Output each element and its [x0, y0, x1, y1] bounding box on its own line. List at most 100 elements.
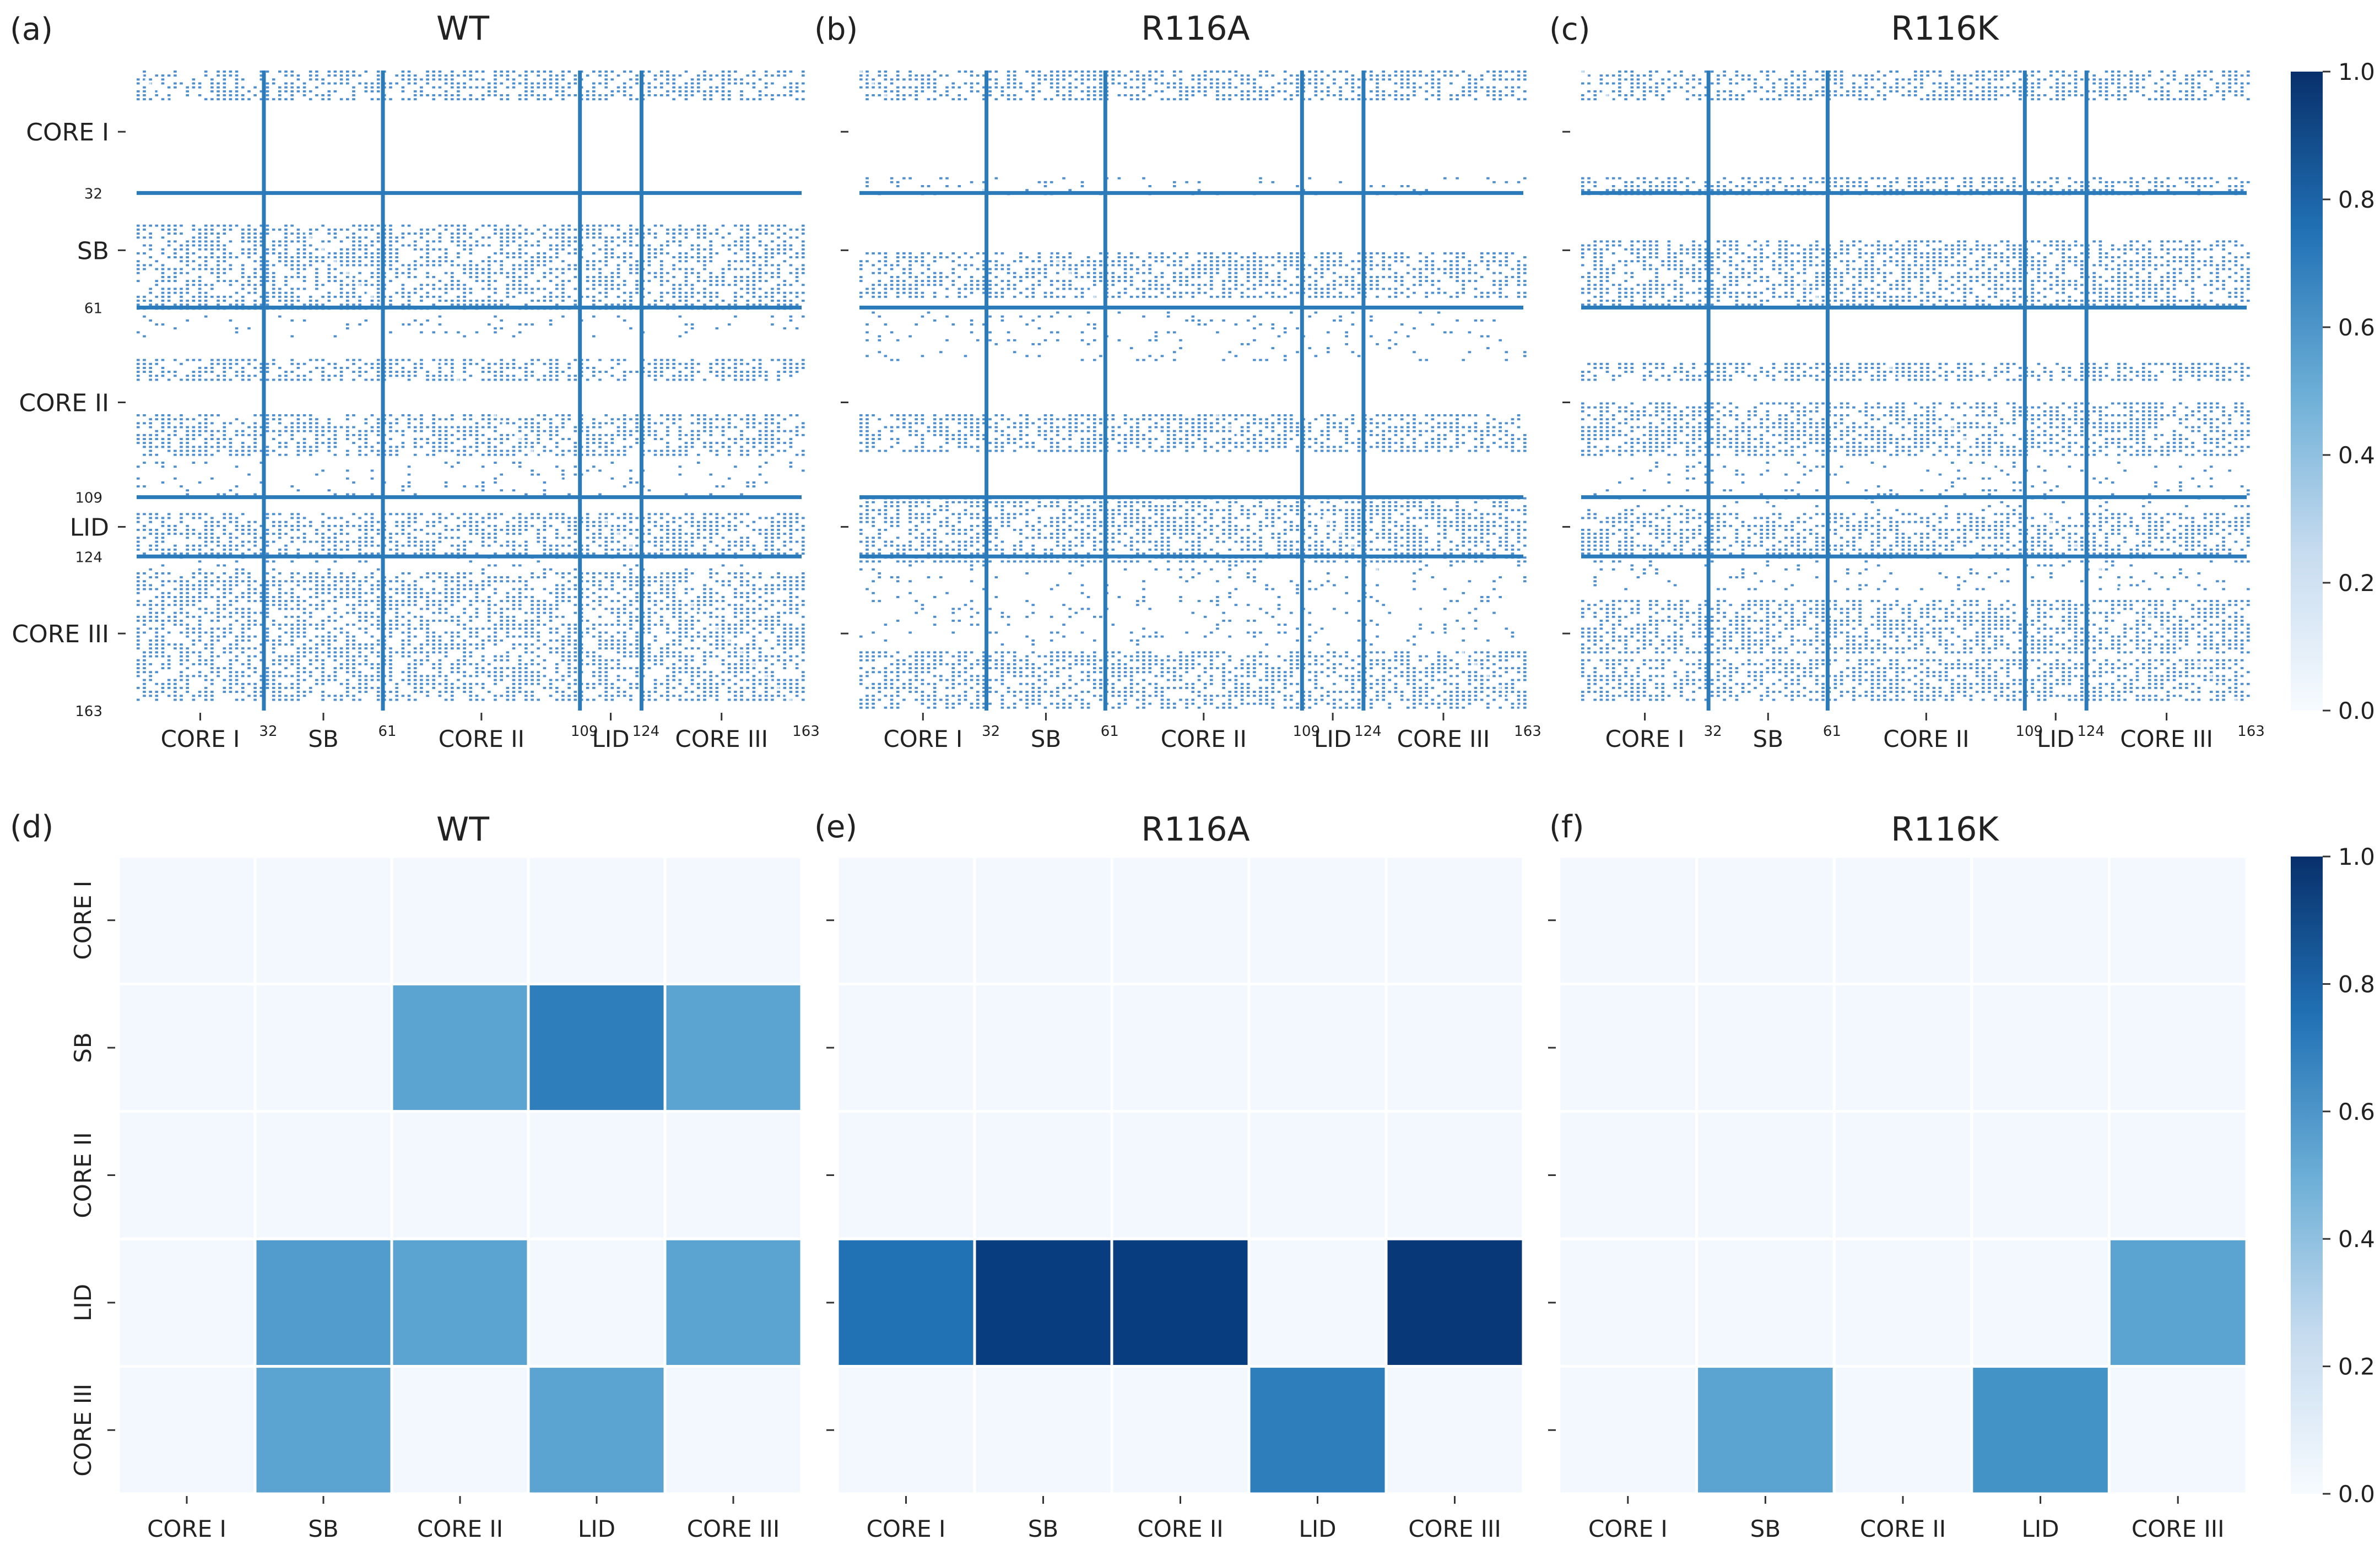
contact-dot	[764, 244, 768, 247]
contact-dot	[451, 529, 454, 531]
contact-dot	[604, 433, 608, 436]
contact-dot	[444, 449, 448, 452]
contact-dot	[161, 280, 165, 283]
contact-dot	[481, 367, 485, 369]
contact-dot	[666, 524, 669, 527]
contact-dot	[740, 82, 743, 85]
contact-dot	[802, 359, 805, 361]
contact-dot	[204, 592, 208, 594]
contact-dot	[192, 604, 196, 606]
contact-dot	[777, 552, 780, 555]
contact-dot	[727, 426, 731, 429]
contact-dot	[161, 438, 165, 440]
contact-dot	[204, 248, 208, 251]
contact-dot	[143, 604, 146, 606]
contact-dot	[432, 544, 435, 547]
contact-dot	[715, 426, 719, 429]
contact-dot	[315, 604, 318, 606]
contact-dot	[684, 228, 688, 231]
contact-dot	[229, 540, 232, 543]
contact-dot	[364, 433, 368, 436]
contact-dot	[217, 90, 220, 93]
contact-dot	[531, 418, 534, 421]
contact-dot	[364, 533, 368, 535]
contact-dot	[420, 232, 423, 235]
contact-dot	[247, 98, 251, 101]
contact-dot	[752, 367, 756, 369]
contact-dot	[549, 280, 553, 283]
contact-dot	[333, 600, 337, 603]
contact-dot	[364, 544, 368, 547]
contact-dot	[598, 291, 602, 294]
contact-dot	[660, 536, 663, 539]
contact-dot	[703, 414, 706, 416]
contact-dot	[327, 552, 331, 555]
contact-dot	[740, 548, 743, 551]
contact-dot	[647, 71, 651, 73]
contact-dot	[481, 517, 485, 519]
contact-dot	[469, 359, 473, 361]
contact-dot	[518, 378, 522, 381]
contact-dot	[697, 438, 700, 440]
contact-dot	[666, 540, 669, 543]
contact-dot	[401, 284, 405, 286]
contact-dot	[512, 608, 516, 610]
contact-dot	[672, 232, 675, 235]
contact-dot	[494, 449, 497, 452]
contact-dot	[789, 533, 793, 535]
contact-dot	[327, 620, 331, 622]
contact-dot	[567, 236, 571, 239]
contact-dot	[709, 611, 712, 614]
contact-dot	[475, 304, 479, 306]
contact-dot	[143, 78, 146, 81]
contact-dot	[457, 453, 460, 456]
contact-dot	[598, 517, 602, 519]
contact-dot	[346, 414, 349, 416]
contact-dot	[653, 604, 657, 606]
contact-dot	[302, 304, 306, 306]
contact-dot	[247, 592, 251, 594]
contact-dot	[703, 430, 706, 432]
contact-dot	[223, 295, 226, 298]
contact-dot	[259, 378, 263, 381]
contact-dot	[401, 272, 405, 274]
contact-dot	[210, 272, 214, 274]
contact-dot	[574, 442, 577, 445]
contact-dot	[567, 264, 571, 267]
contact-dot	[432, 414, 435, 416]
contact-dot	[727, 631, 731, 634]
contact-dot	[327, 90, 331, 93]
contact-dot	[598, 224, 602, 227]
contact-dot	[413, 453, 417, 456]
contact-dot	[567, 375, 571, 377]
contact-dot	[531, 268, 534, 270]
contact-dot	[167, 276, 171, 278]
contact-dot	[284, 224, 288, 227]
contact-dot	[518, 252, 522, 254]
contact-dot	[272, 584, 275, 587]
contact-dot	[302, 540, 306, 543]
contact-dot	[684, 631, 688, 634]
contact-dot	[253, 592, 257, 594]
contact-dot	[764, 74, 768, 77]
contact-dot	[555, 426, 559, 429]
contact-dot	[457, 256, 460, 258]
contact-dot	[333, 430, 337, 432]
contact-dot	[413, 98, 417, 101]
contact-dot	[604, 256, 608, 258]
contact-dot	[327, 446, 331, 448]
contact-dot	[789, 94, 793, 96]
contact-dot	[346, 426, 349, 429]
contact-dot	[561, 71, 565, 73]
contact-dot	[697, 232, 700, 235]
contact-dot	[764, 291, 768, 294]
contact-dot	[481, 268, 485, 270]
contact-dot	[802, 544, 805, 547]
contact-dot	[660, 576, 663, 578]
contact-dot	[223, 552, 226, 555]
contact-dot	[315, 608, 318, 610]
contact-dot	[764, 414, 768, 416]
contact-dot	[438, 375, 442, 377]
contact-dot	[795, 362, 799, 365]
contact-dot	[549, 418, 553, 421]
